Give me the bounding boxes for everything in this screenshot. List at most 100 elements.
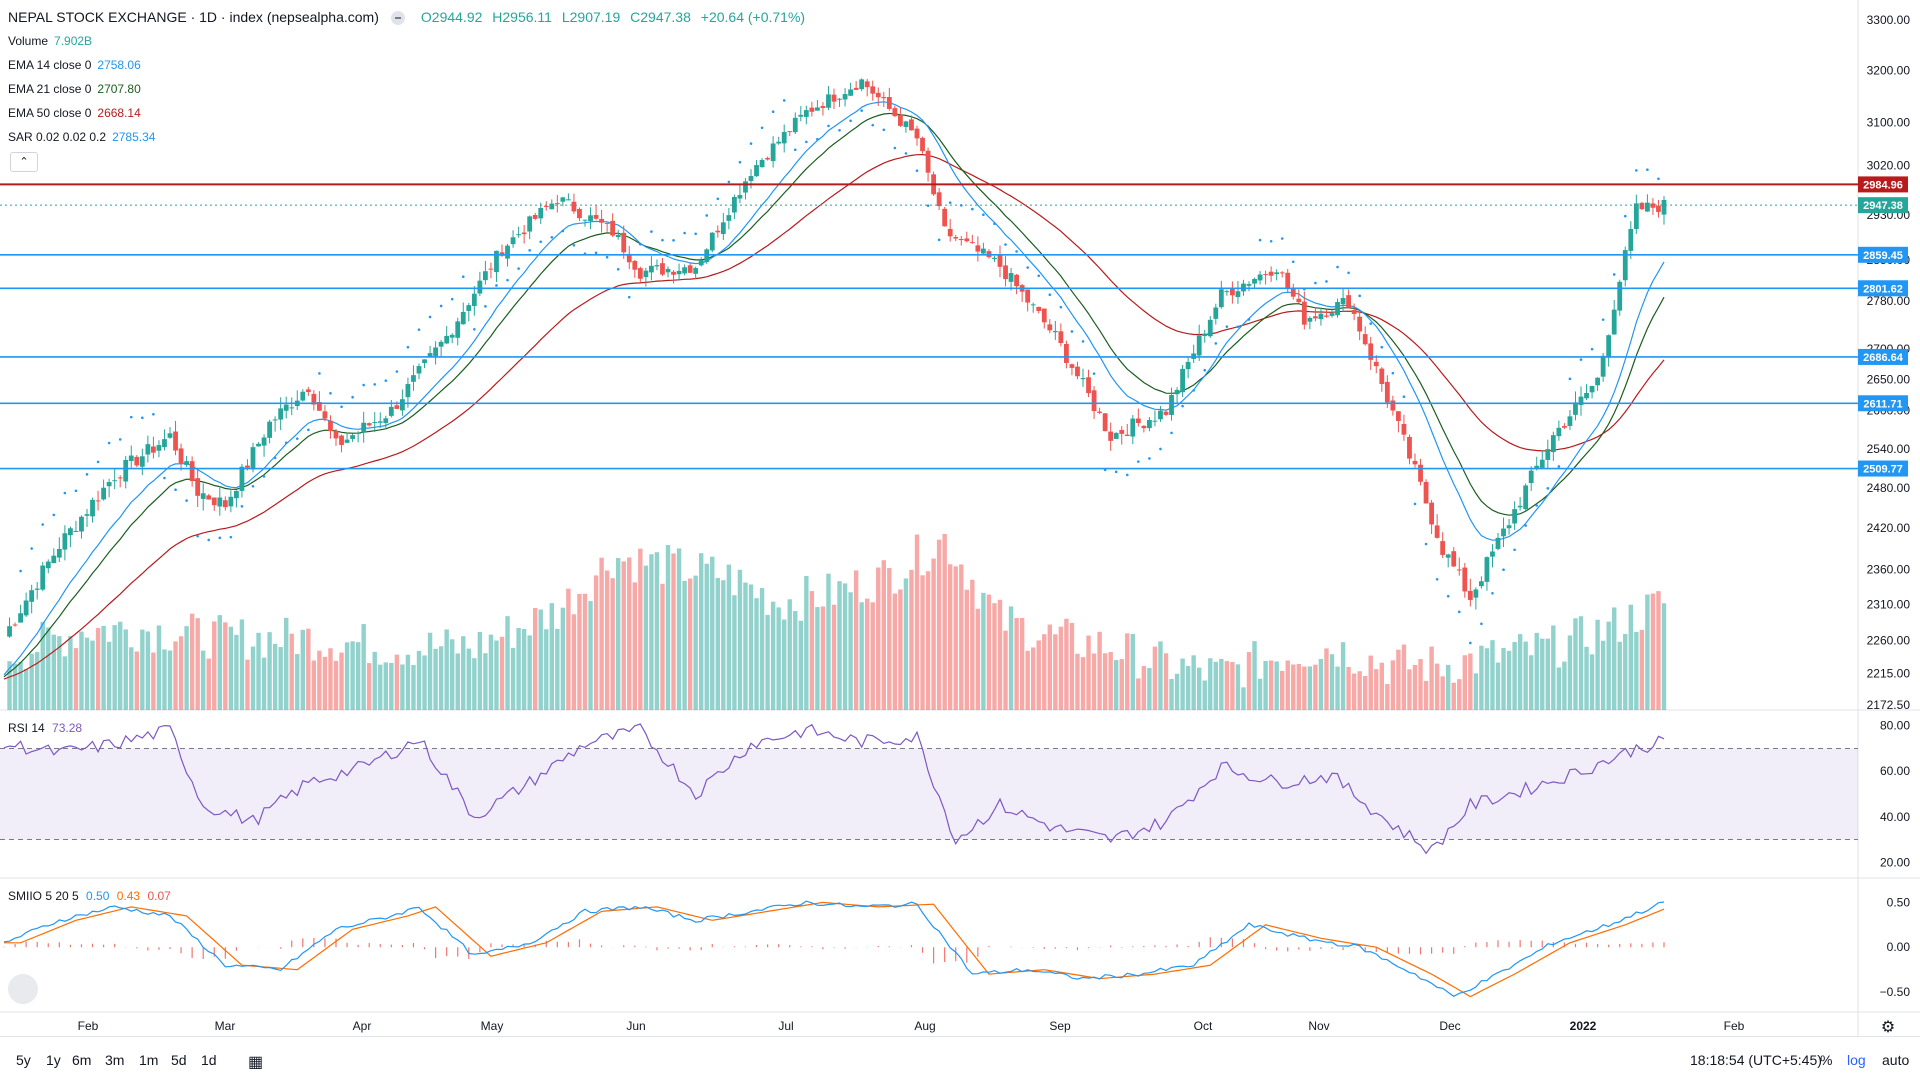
volume-bar [588,601,593,710]
volume-bar [737,569,743,710]
candle-body [759,159,765,168]
volume-bar [632,582,637,710]
candle-body [1207,319,1213,337]
legend-ema-2[interactable]: EMA 21 close 0 2707.80 [8,82,141,96]
volume-bar [804,575,809,710]
volume-bar [848,592,853,710]
volume-bar [7,661,12,710]
auto-toggle[interactable]: auto [1882,1052,1910,1068]
candle-body [1357,316,1363,332]
candle-body [787,131,793,133]
candle-body [139,456,145,467]
range-3m[interactable]: 3m [105,1052,125,1068]
candle-body [416,366,422,374]
time-tick-label: 2022 [1570,1019,1597,1033]
candle-body [1169,394,1174,415]
volume-bar [1634,631,1639,710]
volume-bar [217,615,222,710]
volume-bar [178,636,184,710]
legend-sar-4[interactable]: SAR 0.02 0.02 0.2 2785.34 [8,130,155,144]
sar-dot [74,489,78,493]
volume-bar [1180,658,1185,710]
range-5d[interactable]: 5d [171,1052,187,1068]
volume-bar [372,651,377,710]
range-1d[interactable]: 1d [201,1052,217,1068]
volume-bar [1163,653,1169,710]
candle-body [1528,470,1534,484]
candle-body [1235,291,1241,298]
price-label-text: 2984.96 [1863,179,1903,191]
candle-body [1257,274,1263,281]
range-6m[interactable]: 6m [72,1052,92,1068]
symbol-title[interactable]: NEPAL STOCK EXCHANGE · 1D · index (nepse… [8,9,379,25]
candle-body [1097,411,1102,413]
volume-bar [826,573,831,710]
candle-body [1368,343,1374,360]
legend-volume-0[interactable]: Volume 7.902B [8,34,92,48]
rsi-tick-label: 80.00 [1880,719,1910,733]
volume-bar [1136,678,1141,710]
volume-bar [599,557,604,710]
range-5y[interactable]: 5y [16,1052,31,1068]
candle-body [593,214,599,219]
volume-bar [1208,658,1213,710]
smi-legend[interactable]: SMIIO 5 20 5 0.50 0.43 0.07 [8,889,171,903]
percent-toggle[interactable]: % [1820,1052,1833,1068]
volume-bar [1645,594,1650,710]
volume-bar [444,629,449,710]
candle-body [1550,435,1556,453]
volume-bar [1224,661,1230,710]
legend-ema-1[interactable]: EMA 14 close 0 2758.06 [8,58,141,72]
volume-bar [527,635,532,710]
tradingview-logo[interactable] [8,974,38,1004]
volume-bar [533,607,538,710]
candle-body [903,121,909,127]
sar-dot [639,242,642,246]
chart-canvas[interactable]: 2172.50 2215.00 2260.00 2310.00 2360.00 2420.… [0,0,1920,1036]
sar-dot [882,128,886,132]
volume-bar [798,620,803,710]
volume-bar [267,632,272,710]
volume-bar [831,604,837,710]
candle-body [178,448,184,464]
range-1m[interactable]: 1m [139,1052,159,1068]
volume-bar [239,619,245,710]
volume-bar [1368,655,1373,710]
legend-ema-3[interactable]: EMA 50 close 0 2668.14 [8,106,141,120]
sar-dot [827,124,830,128]
candle-body [521,232,527,235]
volume-bar [411,664,416,710]
volume-bar [1003,630,1008,710]
volume-bar [1069,622,1075,710]
time-tick-label: May [481,1019,504,1033]
sar-dot [993,222,996,225]
collapse-legend-button[interactable]: ⌃ [10,152,38,172]
sar-dot [1114,470,1118,474]
volume-bar [1357,671,1362,710]
volume-bar [948,564,953,710]
volume-bar [1263,660,1268,710]
volume-bar [566,588,571,710]
legend-value: 7.902B [54,34,93,48]
range-1y[interactable]: 1y [46,1052,61,1068]
volume-bar [1257,678,1263,710]
sar-dot [318,372,321,375]
candle-body [886,97,892,109]
volume-bar [516,627,521,710]
sar-dot [893,146,897,150]
candle-body [1506,525,1512,529]
volume-bar [1385,683,1390,710]
smi-value-2: 0.43 [116,889,141,903]
smi-value-3: 0.07 [147,889,171,903]
volume-bar [1623,633,1628,710]
clock-time: 18:18:54 (UTC+5:45) [1690,1052,1822,1068]
volume-bar [1019,617,1025,710]
sar-dot [1446,594,1450,598]
calendar-range-icon[interactable]: ▦ [248,1054,264,1071]
volume-bar [1280,670,1285,710]
sar-dot [107,441,111,445]
sar-dot [329,392,332,395]
log-toggle[interactable]: log [1847,1052,1866,1068]
rsi-legend[interactable]: RSI 14 73.28 [8,721,82,735]
eye-icon[interactable] [390,11,405,26]
